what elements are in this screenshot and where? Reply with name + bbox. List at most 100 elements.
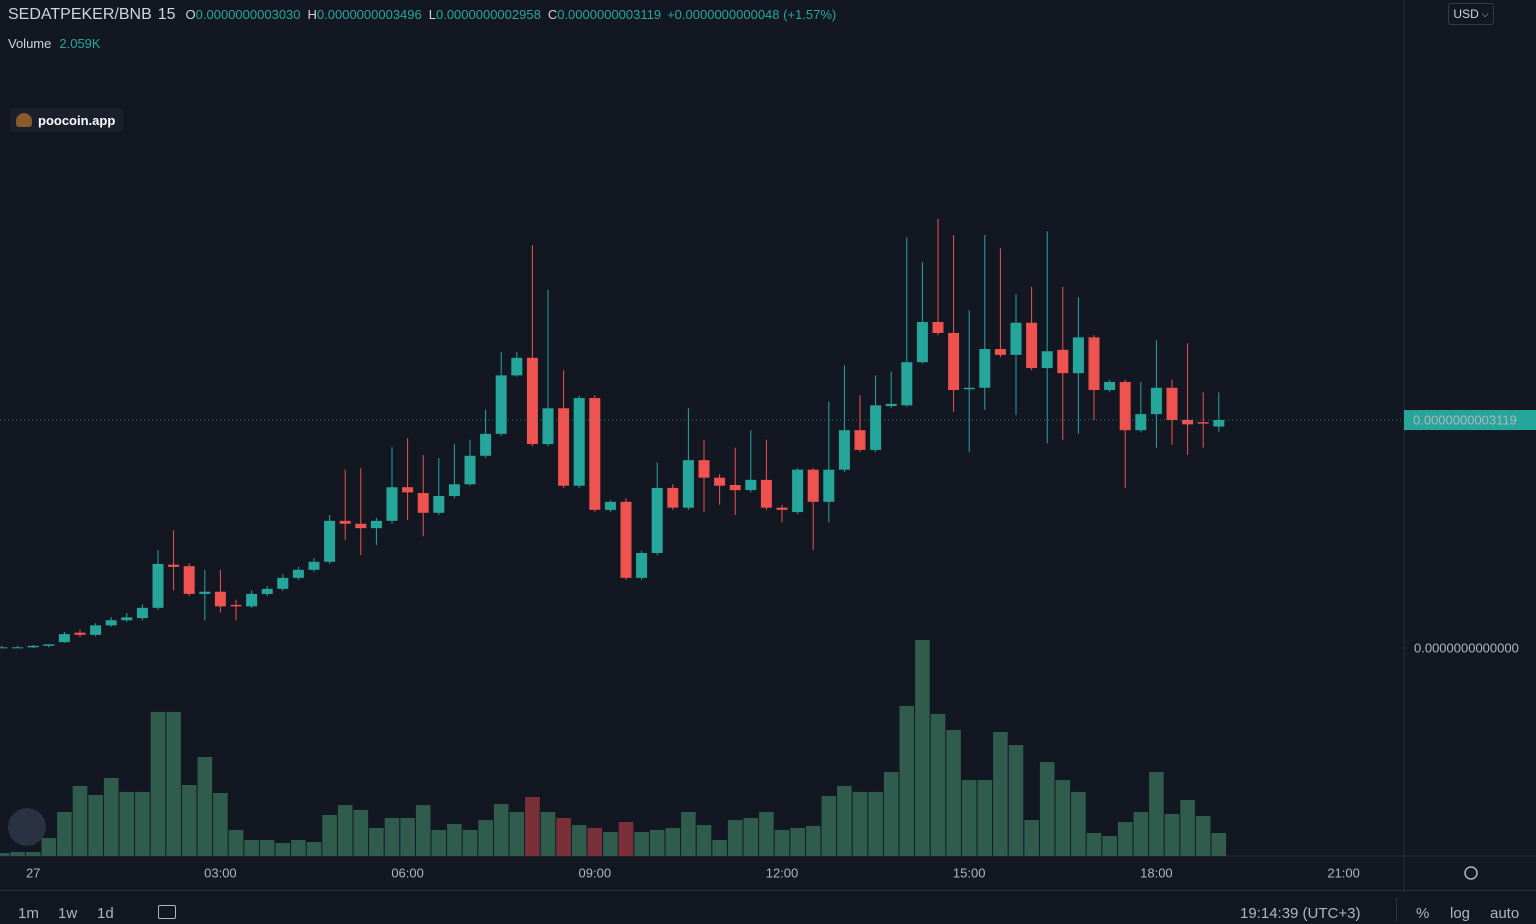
- candle-body: [308, 561, 320, 570]
- volume-bar: [259, 840, 275, 856]
- logo: [8, 808, 46, 846]
- timeframe-button[interactable]: 1d: [97, 905, 114, 922]
- volume-bar: [915, 639, 930, 856]
- volume-bar: [119, 791, 135, 856]
- volume-bar: [41, 838, 57, 856]
- candle-body: [417, 493, 429, 513]
- candle-body: [667, 487, 679, 508]
- candle-body: [1026, 322, 1038, 369]
- timeframe-button[interactable]: 1w: [58, 905, 78, 922]
- candle-body: [1135, 414, 1147, 431]
- volume-bar: [181, 785, 197, 856]
- candle-body: [0, 647, 8, 649]
- volume-bar: [899, 705, 915, 856]
- volume-bar: [587, 827, 603, 856]
- candle-body: [714, 477, 726, 486]
- badge[interactable]: poocoin.app: [10, 108, 124, 132]
- volume-bar: [946, 729, 961, 856]
- candle-body: [823, 469, 835, 502]
- candle-body: [776, 507, 788, 510]
- candle-body: [589, 398, 601, 510]
- volume-bar: [415, 805, 431, 856]
- volume-bar: [868, 791, 883, 856]
- ohlc-item: H0.0000000003496: [308, 7, 422, 22]
- volume-bar: [25, 851, 41, 856]
- candle-body: [386, 487, 398, 521]
- last-price-tag: [1404, 410, 1536, 431]
- candle-body: [480, 433, 492, 456]
- badge-text: poocoin.app: [38, 112, 116, 128]
- candle-body: [214, 591, 226, 607]
- candle-body: [355, 523, 367, 529]
- candle-body: [729, 485, 741, 491]
- volume-bar: [72, 785, 88, 856]
- volume-bar: [1102, 835, 1117, 856]
- candle-body: [324, 520, 336, 562]
- candle-body: [994, 349, 1006, 355]
- volume-bar: [603, 831, 618, 856]
- candle-body: [1010, 322, 1022, 355]
- candle-body: [807, 469, 819, 502]
- date-range-button[interactable]: [158, 905, 176, 919]
- caret: ⌵: [1481, 8, 1489, 19]
- separator: [1396, 897, 1397, 921]
- volume-bar: [1133, 811, 1149, 856]
- scale-option[interactable]: log: [1450, 905, 1471, 922]
- ohlc: O0.0000000003030 H0.0000000003496 L 0.00000…: [186, 7, 662, 22]
- volume-bar: [961, 780, 977, 856]
- volume-bar: [1008, 745, 1024, 856]
- candle-body: [885, 403, 897, 407]
- candle-body: [558, 408, 570, 486]
- candle-body: [121, 617, 133, 621]
- candle-body: [230, 604, 242, 607]
- candle-body: [199, 591, 211, 594]
- candle-body: [1088, 337, 1100, 390]
- bottom-toolbar: 19:14:39 (UTC+3) 1m 1w 1d% log auto: [0, 890, 1536, 924]
- volume-bar: [135, 791, 150, 856]
- ohlc-value: 0.0000000003030: [195, 7, 301, 22]
- currency-select[interactable]: USD ⌵: [1448, 3, 1494, 25]
- candle-body: [1041, 351, 1053, 369]
- volume-bar: [306, 842, 322, 856]
- volume-bar: [1024, 820, 1039, 856]
- volume-bar: [1149, 771, 1164, 856]
- legend-header: SEDATPEKER/BNB 15 O0.0000000003030 H0.000…: [8, 6, 836, 24]
- settings-icon[interactable]: [1464, 866, 1478, 880]
- volume-bar: [540, 811, 556, 856]
- ohlc-item: O0.0000000003030: [186, 7, 301, 22]
- ohlc-item: C0.0000000003119: [548, 7, 661, 22]
- y-tick-label: 0.0000000000000: [1414, 640, 1519, 655]
- volume-bar: [291, 840, 306, 856]
- volume-bar: [384, 818, 400, 856]
- candle-body: [1166, 387, 1178, 420]
- candle-body: [526, 357, 538, 445]
- volume-bar: [1195, 815, 1211, 856]
- volume-bar: [1086, 832, 1102, 856]
- candle-body: [1197, 422, 1209, 424]
- candle-body: [495, 375, 507, 434]
- timeframe-button[interactable]: 1m: [18, 905, 39, 922]
- volume-bar: [649, 829, 665, 856]
- candle-body: [277, 577, 289, 589]
- candle-body: [1072, 337, 1084, 374]
- x-tick-label: 06:00: [391, 865, 424, 880]
- volume-bar: [571, 825, 587, 856]
- candle-body: [246, 593, 258, 607]
- candle-body: [838, 430, 850, 470]
- candle-body: [136, 607, 148, 619]
- scale-option[interactable]: %: [1416, 905, 1430, 922]
- x-tick-label: 18:00: [1140, 865, 1173, 880]
- candle-body: [901, 362, 913, 406]
- candle-body: [1182, 419, 1194, 425]
- ohlc-key: L: [428, 7, 436, 22]
- volume-bar: [337, 805, 353, 856]
- volume-bar: [322, 814, 337, 856]
- candle-body: [573, 398, 585, 486]
- volume-bar: [696, 825, 712, 856]
- candle-body: [651, 487, 663, 554]
- scale-option[interactable]: auto: [1490, 905, 1520, 922]
- candle-body: [464, 455, 476, 485]
- volume-bar: [837, 785, 852, 856]
- candle-body: [854, 430, 866, 450]
- volume-bar: [634, 831, 649, 856]
